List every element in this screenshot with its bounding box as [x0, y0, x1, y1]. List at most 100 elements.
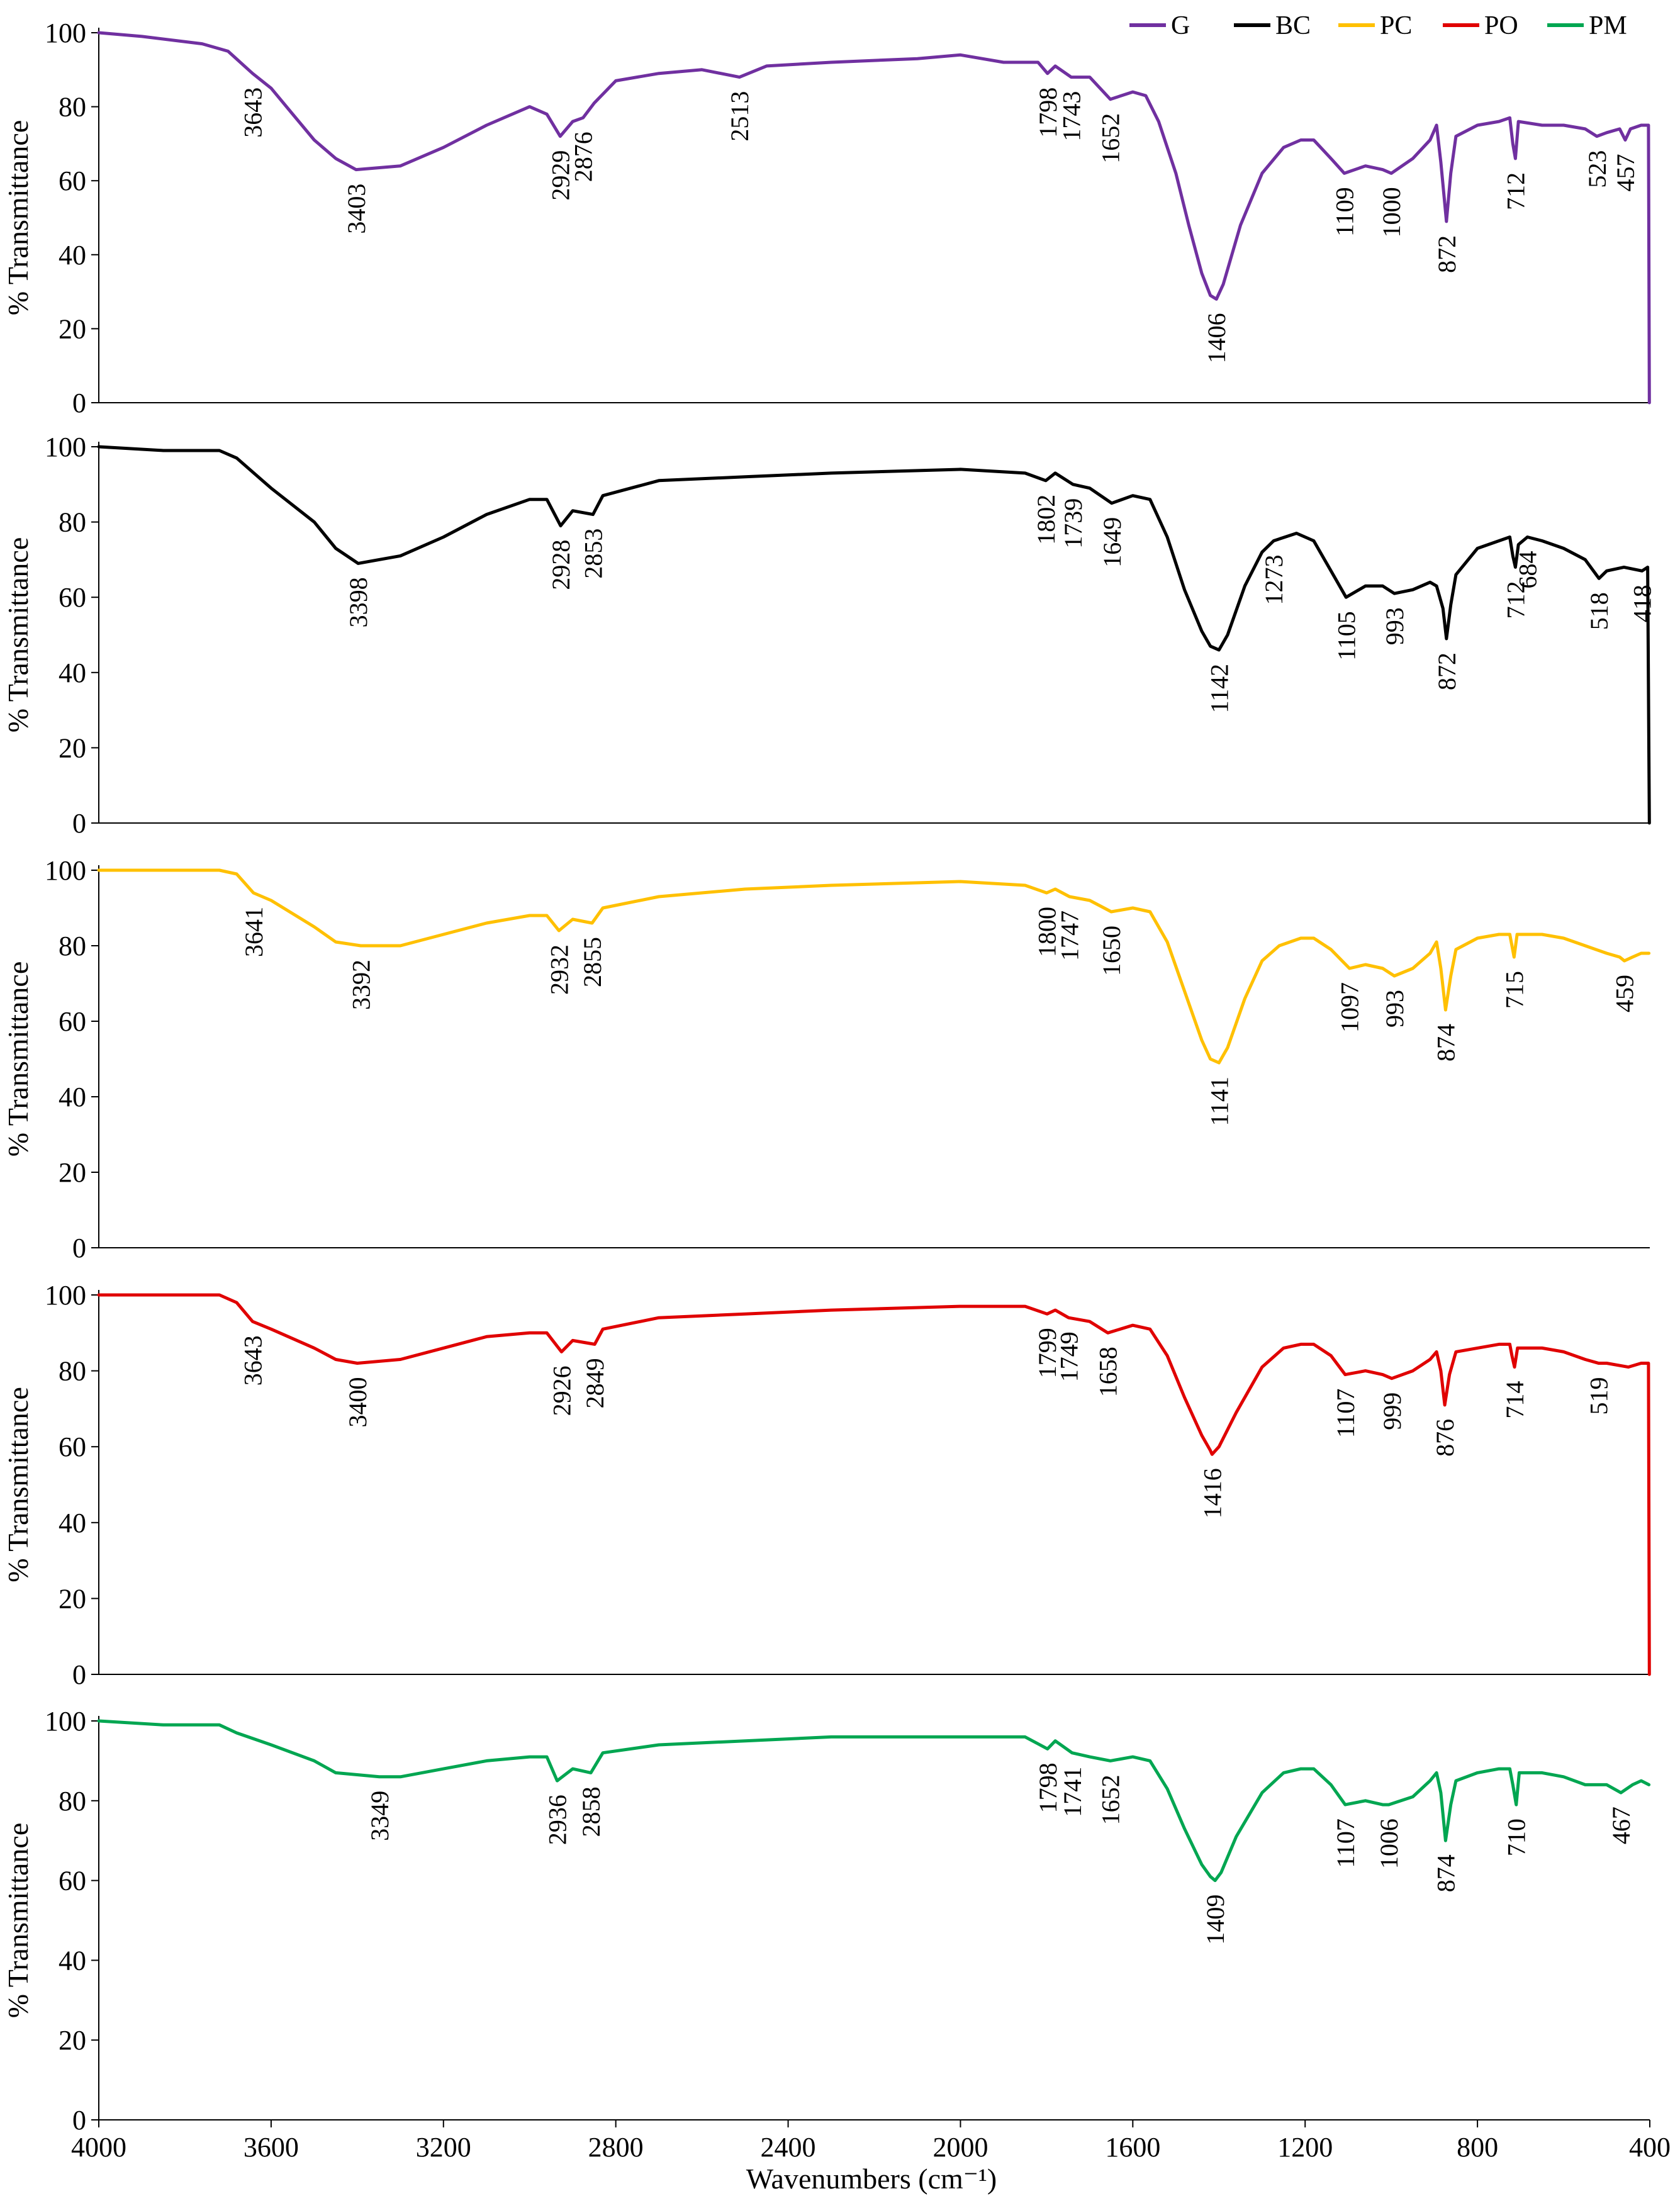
peak-label: 1799 [1033, 1328, 1061, 1378]
y-tick-label: 0 [72, 388, 86, 418]
peak-label: 1105 [1332, 611, 1360, 661]
peak-label: 1273 [1260, 555, 1288, 605]
peak-label: 3349 [366, 1791, 394, 1841]
y-tick-label: 100 [45, 1706, 86, 1737]
y-tick-label: 100 [45, 432, 86, 462]
panel-bc: 0 20 40 60 80 100 % Transmittance 3398 2928 2853 1… [2, 432, 1657, 839]
peak-label: 2928 [547, 540, 575, 590]
x-tick-label: 4000 [71, 2132, 126, 2163]
peak-label: 3643 [238, 1335, 267, 1386]
peak-label: 874 [1431, 1024, 1460, 1062]
peak-label: 1409 [1201, 1895, 1229, 1945]
peak-label: 712 [1501, 172, 1530, 210]
y-tick-label: 40 [59, 240, 86, 271]
peak-label: 2926 [547, 1365, 576, 1416]
x-axis-title: Wavenumbers (cm⁻¹) [746, 2163, 997, 2195]
peak-label: 874 [1431, 1854, 1460, 1892]
y-axis-title: % Transmittance [2, 120, 34, 315]
y-tick-label: 40 [59, 1082, 86, 1112]
peak-label: 3403 [342, 184, 371, 234]
y-tick-label: 0 [72, 808, 86, 839]
peak-label: 459 [1611, 975, 1639, 1012]
peak-label: 1650 [1097, 926, 1126, 976]
legend-label-g: G [1171, 11, 1190, 40]
peak-label: 1097 [1336, 982, 1364, 1033]
legend-label-po: PO [1484, 11, 1518, 40]
series-line-pc [97, 868, 1651, 1065]
legend-label-bc: BC [1275, 11, 1311, 40]
peak-label: 2853 [579, 529, 607, 579]
y-tick-label: 0 [72, 1659, 86, 1690]
peak-label: 1741 [1058, 1767, 1087, 1817]
panel-po: 0 20 40 60 80 100 % Transmittance 3643 3400 2926 2… [2, 1280, 1651, 1690]
peak-label: 2932 [545, 944, 573, 995]
peak-label: 1749 [1055, 1331, 1083, 1382]
peak-label: 2849 [581, 1358, 609, 1408]
x-tick-label: 400 [1629, 2132, 1671, 2163]
peak-label: 1649 [1098, 517, 1126, 568]
peak-label: 2858 [577, 1786, 605, 1837]
y-tick-label: 80 [59, 92, 86, 123]
y-tick-label: 20 [59, 1157, 86, 1188]
y-axis-title: % Transmittance [2, 1387, 34, 1582]
x-tick-label: 1200 [1277, 2132, 1333, 2163]
y-tick-label: 0 [72, 2105, 86, 2136]
y-axis-title: % Transmittance [2, 961, 34, 1157]
y-tick-label: 0 [72, 1233, 86, 1263]
peak-label: 2855 [578, 937, 607, 987]
x-tick-label: 3200 [416, 2132, 471, 2163]
peak-label: 3400 [344, 1377, 372, 1428]
peak-label: 2876 [569, 132, 598, 182]
peak-label: 2936 [544, 1795, 572, 1845]
y-tick-label: 60 [59, 1866, 86, 1896]
peak-label: 1141 [1205, 1077, 1233, 1126]
panel-pc: 0 20 40 60 80 100 % Transmittance 3641 3392 2932 2… [2, 855, 1651, 1263]
legend: G BC PC PO PM [1129, 11, 1627, 40]
y-tick-label: 80 [59, 507, 86, 538]
peak-label: 1747 [1056, 910, 1084, 961]
peak-label: 3398 [344, 577, 372, 627]
peak-label: 1743 [1057, 91, 1085, 142]
peak-label: 876 [1431, 1419, 1459, 1457]
y-tick-label: 40 [59, 1508, 86, 1538]
peak-label: 1800 [1033, 907, 1061, 957]
x-tick-label: 1600 [1105, 2132, 1160, 2163]
panel-pm: 0 20 40 60 80 100 % Transmittance 4000 3600 3200 2… [2, 1706, 1671, 2163]
series-line-pm [97, 1719, 1651, 1883]
peak-label: 1739 [1059, 498, 1087, 549]
peak-label: 715 [1500, 971, 1528, 1009]
x-tick-label: 2400 [761, 2132, 816, 2163]
peak-label: 1658 [1094, 1347, 1123, 1397]
peak-label: 1798 [1034, 87, 1062, 138]
y-tick-label: 80 [59, 1786, 86, 1817]
peak-label: 3641 [240, 907, 268, 957]
peak-label: 1652 [1097, 113, 1125, 164]
peak-label: 999 [1378, 1392, 1406, 1430]
peak-label: 1109 [1331, 187, 1359, 237]
y-tick-label: 100 [45, 855, 86, 886]
peak-label: 1802 [1032, 495, 1060, 545]
peak-label: 1406 [1202, 313, 1231, 363]
peak-label: 3392 [347, 960, 375, 1010]
peak-label: 1000 [1377, 187, 1406, 237]
series-line-po [97, 1293, 1651, 1676]
x-tick-label: 800 [1457, 2132, 1498, 2163]
peak-label: 872 [1433, 235, 1461, 273]
peak-label: 457 [1611, 154, 1640, 192]
peak-label: 3643 [238, 87, 267, 138]
peak-label: 1107 [1331, 1818, 1360, 1868]
y-tick-label: 20 [59, 2025, 86, 2056]
peak-label: 519 [1585, 1377, 1613, 1415]
y-tick-label: 100 [45, 18, 86, 48]
peak-label: 1006 [1375, 1818, 1403, 1869]
legend-label-pm: PM [1589, 11, 1627, 40]
peak-label: 712 [1501, 581, 1530, 619]
y-tick-label: 40 [59, 1945, 86, 1976]
y-tick-label: 20 [59, 313, 86, 344]
y-tick-label: 80 [59, 1356, 86, 1387]
y-tick-label: 20 [59, 1583, 86, 1614]
peak-label: 523 [1583, 150, 1611, 188]
